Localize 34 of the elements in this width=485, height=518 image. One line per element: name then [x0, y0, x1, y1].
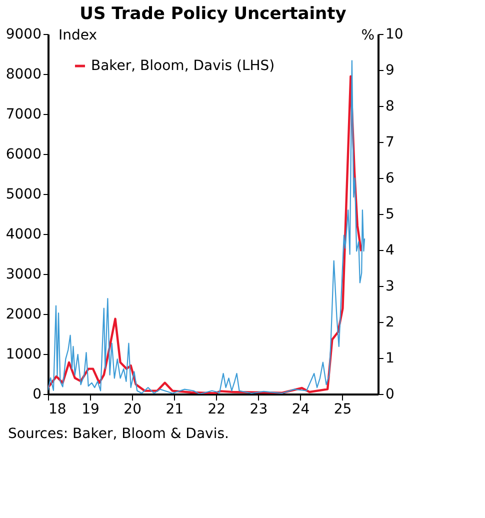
- x-tick-label: 19: [82, 402, 100, 418]
- chart-title: US Trade Policy Uncertainty: [80, 4, 346, 24]
- y-tick-label: 5000: [6, 186, 42, 202]
- y2-tick-label: 3: [386, 278, 394, 294]
- x-tick-label: 23: [250, 402, 268, 418]
- y2-tick-label: 0: [386, 386, 394, 402]
- x-tick-label: 22: [208, 402, 226, 418]
- y-tick-label: 9000: [6, 26, 42, 42]
- y2-tick-label: 8: [386, 98, 394, 114]
- y-tick-label: 2000: [6, 306, 42, 322]
- y2-tick-label: 5: [386, 206, 394, 222]
- x-tick-label: 24: [292, 402, 310, 418]
- y2-tick-label: 7: [386, 134, 394, 150]
- y-axis-title: Index: [58, 28, 98, 44]
- y2-tick-label: 4: [386, 242, 394, 258]
- x-tick-label: 21: [166, 402, 184, 418]
- y-tick-label: 6000: [6, 146, 42, 162]
- y-tick-label: 3000: [6, 266, 42, 282]
- x-tick-label: 25: [334, 402, 352, 418]
- y2-tick-label: 10: [386, 26, 404, 42]
- y2-axis-title: %: [361, 28, 374, 44]
- y2-tick-label: 6: [386, 170, 394, 186]
- y2-tick-label: 2: [386, 314, 394, 330]
- legend-label: Baker, Bloom, Davis (LHS): [91, 58, 275, 74]
- x-tick-label: 18: [48, 402, 66, 418]
- x-tick-label: 20: [124, 402, 142, 418]
- y-tick-label: 7000: [6, 106, 42, 122]
- y-tick-label: 4000: [6, 226, 42, 242]
- y2-tick-label: 1: [386, 350, 394, 366]
- y-tick-label: 0: [32, 386, 42, 402]
- y-tick-label: 1000: [6, 346, 42, 362]
- source-note: Sources: Baker, Bloom & Davis.: [8, 426, 229, 442]
- y2-tick-label: 9: [386, 62, 394, 78]
- y-tick-label: 8000: [6, 66, 42, 82]
